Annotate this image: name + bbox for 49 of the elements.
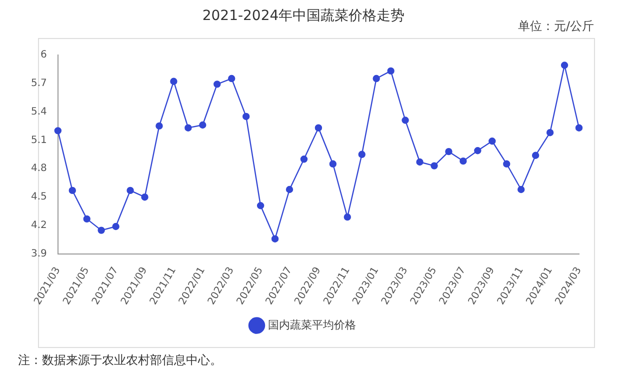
point xyxy=(242,112,250,120)
point xyxy=(532,152,540,159)
point xyxy=(54,127,62,134)
point xyxy=(170,78,178,85)
point xyxy=(199,121,206,129)
point xyxy=(474,147,482,154)
y-tick-label: 5.7 xyxy=(30,78,47,89)
point xyxy=(68,186,76,194)
point xyxy=(445,148,452,156)
point xyxy=(518,186,525,194)
point xyxy=(387,67,394,75)
point xyxy=(546,128,554,136)
y-tick-label: 5.4 xyxy=(30,106,47,118)
point xyxy=(300,156,308,163)
point xyxy=(488,138,496,145)
point xyxy=(372,74,380,82)
point xyxy=(256,202,264,210)
point xyxy=(214,80,221,88)
point xyxy=(416,158,424,166)
point xyxy=(358,150,366,158)
point xyxy=(228,74,236,82)
point xyxy=(286,186,294,194)
point xyxy=(112,222,120,230)
y-tick-label: 4.8 xyxy=(30,163,47,174)
point xyxy=(329,160,337,168)
point xyxy=(141,194,148,201)
point xyxy=(402,116,409,124)
point xyxy=(184,124,192,132)
point xyxy=(460,157,467,165)
y-tick-label: 6 xyxy=(40,49,47,60)
point xyxy=(575,124,583,132)
point xyxy=(156,122,163,130)
point xyxy=(430,162,438,170)
y-tick-label: 4.2 xyxy=(30,220,47,232)
point xyxy=(83,215,90,223)
text: 单位：元/公斤 xyxy=(518,18,594,35)
point xyxy=(98,226,105,234)
chart-title: 2021-2024年中国蔬菜价格走势 xyxy=(202,8,405,24)
point xyxy=(503,160,510,168)
text: 注：数据来源于农业农村部信息中心。 xyxy=(18,352,222,369)
y-tick-label: 5.1 xyxy=(30,134,47,146)
point xyxy=(271,235,279,242)
point xyxy=(126,186,134,194)
point xyxy=(560,62,568,69)
y-tick-label: 3.9 xyxy=(30,248,47,260)
y-tick-label: 4.5 xyxy=(30,192,47,203)
point xyxy=(344,213,351,221)
point xyxy=(314,124,322,132)
legend-label: 国内蔬菜平均价格 xyxy=(268,318,356,332)
